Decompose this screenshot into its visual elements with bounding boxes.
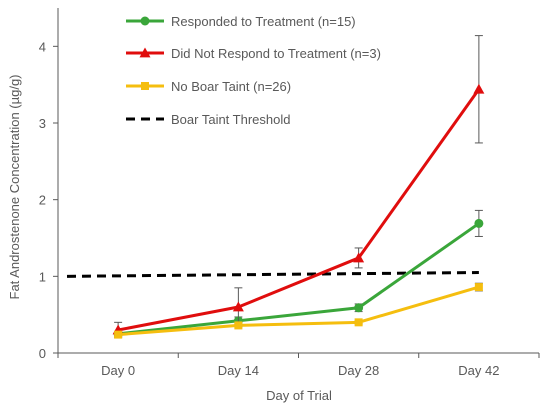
- y-tick-label: 4: [39, 39, 46, 54]
- data-point: [474, 283, 483, 292]
- legend: Responded to Treatment (n=15) Did Not Res…: [126, 14, 381, 127]
- axes: 0 1 2 3 4 Day 0 Day 14 Day 28 Day 42: [39, 8, 540, 378]
- legend-label: Responded to Treatment (n=15): [171, 14, 356, 29]
- data-point: [114, 330, 123, 339]
- data-point: [234, 321, 243, 330]
- series-layer: [112, 35, 485, 339]
- series-group: [112, 35, 485, 339]
- threshold-line: [66, 271, 479, 278]
- x-tick-label: Day 28: [338, 363, 379, 378]
- data-point: [473, 83, 485, 94]
- legend-swatch-marker: [139, 47, 151, 58]
- y-tick-label: 0: [39, 346, 46, 361]
- x-tick-label: Day 0: [101, 363, 135, 378]
- y-axis-title: Fat Androstenone Concentration (µg/g): [7, 74, 22, 299]
- legend-label: Did Not Respond to Treatment (n=3): [171, 46, 381, 61]
- x-axis-title: Day of Trial: [266, 388, 332, 403]
- x-tick-label: Day 42: [458, 363, 499, 378]
- threshold-layer: [66, 271, 479, 278]
- data-point: [353, 252, 365, 263]
- x-tick-label: Day 14: [218, 363, 259, 378]
- y-tick-label: 1: [39, 269, 46, 284]
- data-point: [474, 218, 484, 228]
- y-tick-label: 2: [39, 193, 46, 208]
- legend-label: No Boar Taint (n=26): [171, 79, 291, 94]
- data-point: [354, 318, 363, 327]
- series-group: [114, 282, 483, 339]
- data-point: [232, 301, 244, 312]
- series-line: [117, 222, 480, 336]
- data-point: [354, 303, 364, 313]
- legend-swatch-marker: [140, 16, 150, 26]
- legend-label: Boar Taint Threshold: [171, 112, 290, 127]
- legend-swatch-marker: [141, 82, 149, 90]
- series-line: [118, 285, 480, 337]
- series-line: [117, 88, 481, 332]
- y-tick-label: 3: [39, 116, 46, 131]
